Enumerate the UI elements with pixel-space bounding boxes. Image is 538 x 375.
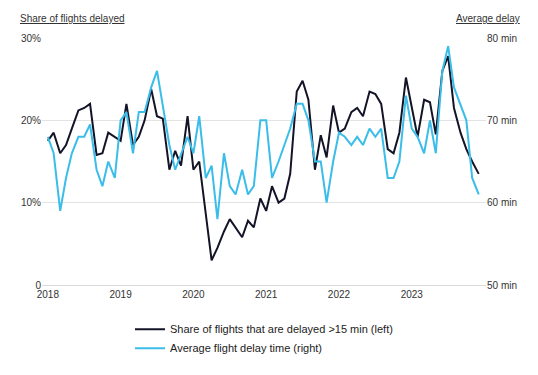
svg-text:20%: 20% [21, 115, 41, 126]
svg-text:Share of flights that are dela: Share of flights that are delayed >15 mi… [170, 323, 393, 335]
svg-text:0: 0 [35, 280, 41, 291]
svg-text:50 min: 50 min [487, 280, 517, 291]
svg-text:80 min: 80 min [487, 33, 517, 44]
svg-text:30%: 30% [21, 33, 41, 44]
svg-text:2023: 2023 [401, 289, 424, 300]
svg-text:70 min: 70 min [487, 115, 517, 126]
svg-text:2019: 2019 [109, 289, 132, 300]
svg-text:2018: 2018 [37, 289, 60, 300]
svg-text:Average flight delay time (rig: Average flight delay time (right) [170, 342, 322, 354]
svg-text:2022: 2022 [328, 289, 351, 300]
svg-text:2020: 2020 [182, 289, 205, 300]
svg-text:Share of flights delayed: Share of flights delayed [20, 13, 125, 24]
svg-text:2021: 2021 [255, 289, 278, 300]
svg-text:Average delay: Average delay [456, 13, 520, 24]
svg-text:60 min: 60 min [487, 197, 517, 208]
svg-text:10%: 10% [21, 197, 41, 208]
